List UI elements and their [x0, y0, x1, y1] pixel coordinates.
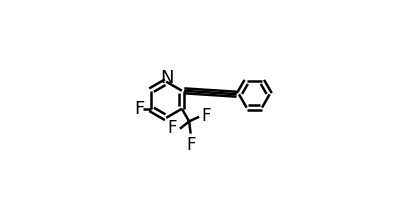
Text: N: N: [160, 69, 173, 87]
Text: F: F: [134, 100, 144, 118]
Text: F: F: [202, 107, 211, 126]
Text: F: F: [186, 136, 196, 154]
Text: F: F: [168, 119, 177, 138]
